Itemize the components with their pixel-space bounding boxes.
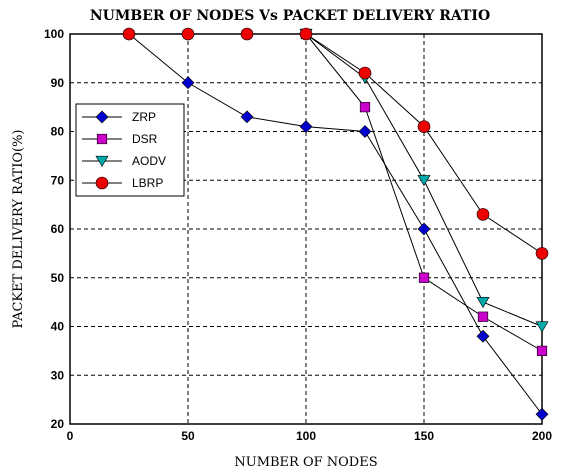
data-point-lbrp	[122, 27, 136, 41]
data-point-aodv	[476, 297, 490, 309]
legend-item-zrp: ZRP	[82, 110, 156, 124]
y-axis-label: PACKET DELIVERY RATIO(%)	[11, 130, 26, 329]
data-point-lbrp	[535, 247, 549, 260]
x-tick-label: 50	[181, 429, 195, 443]
series-group	[122, 27, 549, 421]
legend-marker	[96, 133, 108, 145]
x-tick-label: 150	[414, 429, 434, 443]
y-tick-label: 70	[51, 173, 65, 187]
data-point-zrp	[535, 407, 549, 421]
series-line-lbrp	[129, 33, 543, 254]
axis-ticks: 0 50 100 150 200 20 30 40 50 60 70 80 90 100	[44, 27, 552, 443]
legend-label: AODV	[132, 154, 166, 168]
data-point-lbrp	[358, 66, 372, 80]
legend-item-lbrp: LBRP	[82, 176, 163, 190]
series-zrp	[122, 27, 549, 421]
legend: ZRP DSR AODV LBRP	[75, 103, 185, 197]
y-tick-label: 40	[51, 320, 65, 334]
data-point-dsr	[536, 345, 548, 356]
chart-title: NUMBER OF NODES Vs PACKET DELIVERY RATIO	[90, 8, 490, 24]
data-point-zrp	[181, 76, 195, 90]
data-point-dsr	[359, 102, 371, 113]
data-point-zrp	[476, 329, 490, 343]
data-point-zrp	[358, 125, 372, 138]
y-tick-label: 80	[51, 125, 65, 139]
legend-marker	[95, 110, 109, 124]
y-tick-label: 20	[51, 417, 65, 431]
legend-label: DSR	[132, 132, 158, 146]
data-point-aodv	[417, 175, 431, 187]
legend-marker	[95, 176, 109, 190]
x-tick-label: 100	[296, 429, 316, 443]
legend-box	[75, 103, 185, 197]
y-tick-label: 100	[44, 27, 64, 41]
data-point-lbrp	[417, 120, 431, 133]
data-point-aodv	[535, 321, 549, 333]
y-tick-label: 60	[51, 222, 65, 236]
legend-marker	[95, 155, 109, 167]
data-point-zrp	[299, 120, 313, 134]
data-point-lbrp	[299, 27, 313, 41]
data-point-zrp	[417, 222, 431, 236]
legend-label: ZRP	[132, 110, 156, 124]
data-point-lbrp	[240, 27, 254, 41]
legend-item-aodv: AODV	[82, 154, 166, 168]
y-tick-label: 50	[51, 271, 65, 285]
x-tick-label: 0	[67, 429, 74, 443]
series-line-zrp	[128, 33, 543, 415]
series-lbrp	[122, 27, 549, 260]
data-point-lbrp	[476, 208, 490, 221]
data-point-lbrp	[181, 27, 195, 41]
data-point-dsr	[418, 272, 430, 283]
legend-label: LBRP	[132, 176, 163, 190]
y-tick-label: 90	[51, 76, 65, 90]
x-tick-label: 200	[532, 429, 552, 443]
x-axis-label: NUMBER OF NODES	[234, 455, 377, 470]
data-point-zrp	[240, 110, 254, 124]
data-point-dsr	[477, 311, 489, 322]
y-tick-label: 30	[51, 368, 65, 382]
legend-item-dsr: DSR	[82, 132, 158, 146]
